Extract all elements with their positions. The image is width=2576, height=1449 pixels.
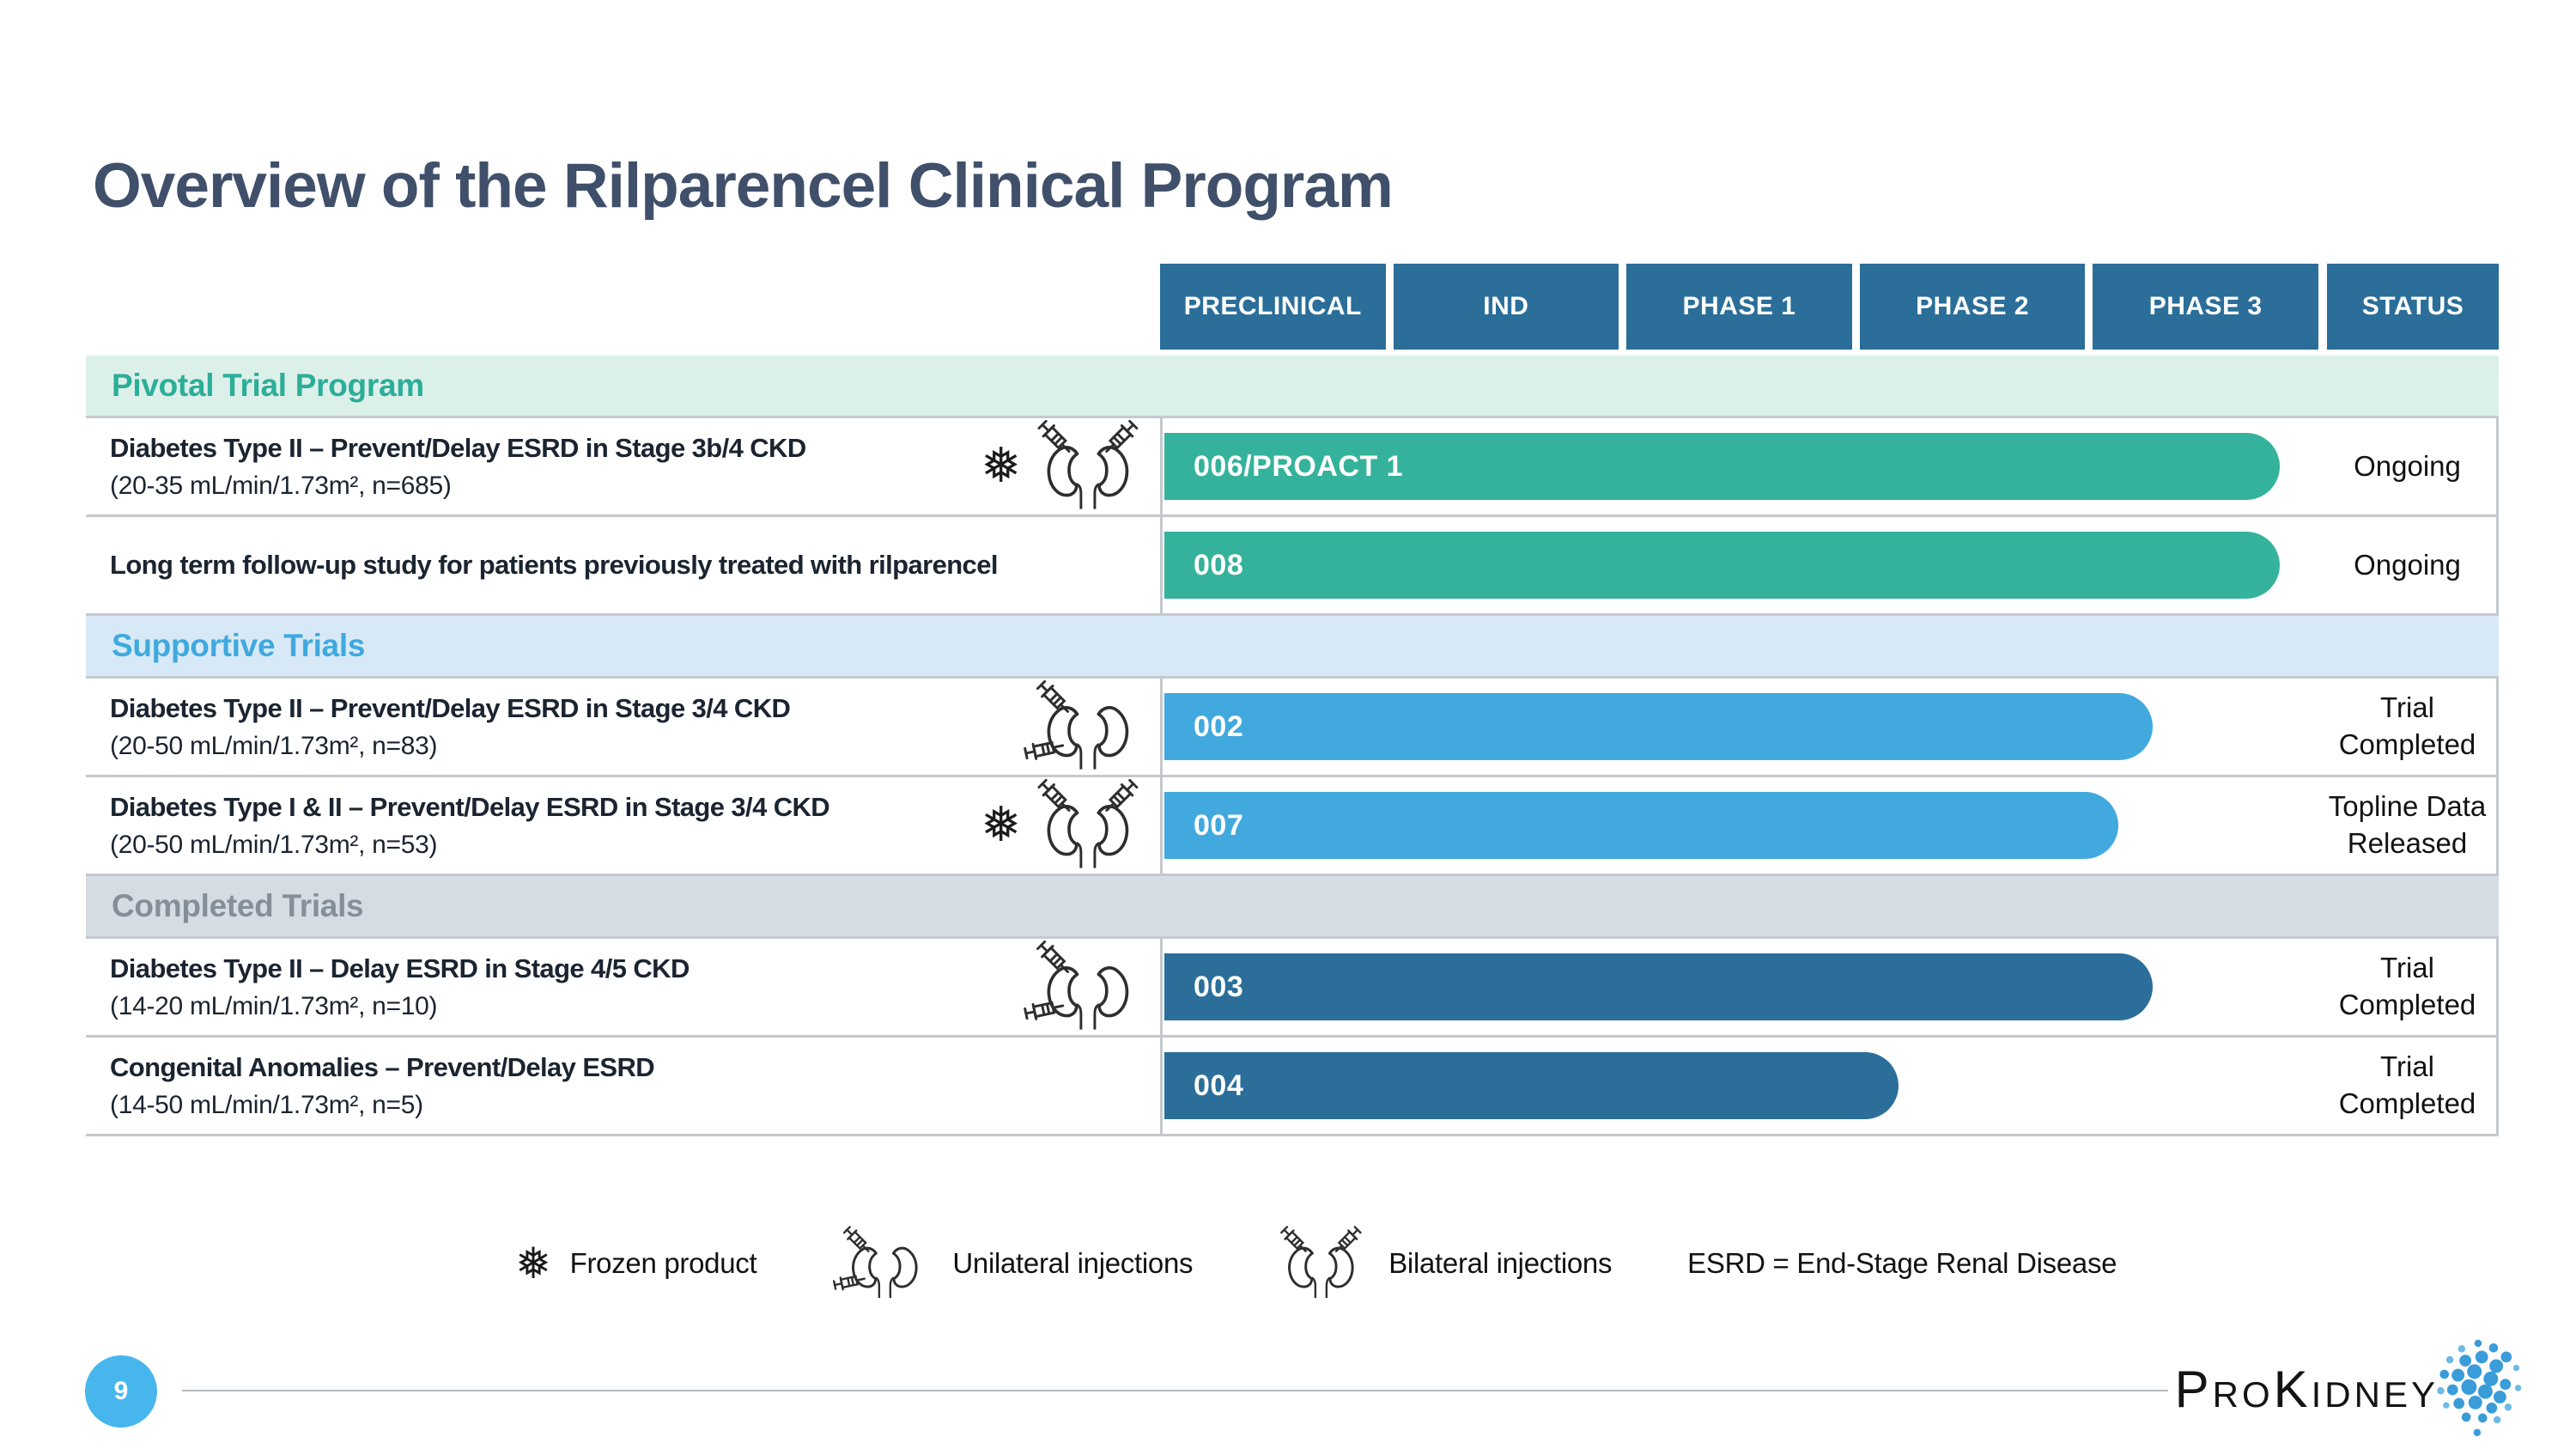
legend-label: Unilateral injections xyxy=(952,1247,1194,1279)
column-header-phase1: PHASE 1 xyxy=(1626,264,1852,350)
footer-divider xyxy=(182,1390,2499,1391)
phase-track: 008 xyxy=(1160,517,2318,613)
legend-item-unilateral: Unilateral injections xyxy=(832,1224,1194,1303)
column-header-phase2: PHASE 2 xyxy=(1859,264,2086,350)
trial-bar-label: 006/PROACT 1 xyxy=(1194,449,1404,483)
section-header-supportive: Supportive Trials xyxy=(86,616,2499,679)
phase-header-row: PRECLINICAL IND PHASE 1 PHASE 2 PHASE 3 … xyxy=(1160,264,2499,350)
trial-row-002: Diabetes Type II – Prevent/Delay ESRD in… xyxy=(86,679,2499,777)
trial-criteria: (14-50 mL/min/1.73m², n=5) xyxy=(110,1090,423,1119)
trial-row-003: Diabetes Type II – Delay ESRD in Stage 4… xyxy=(86,939,2499,1038)
phase-track: 004 xyxy=(1160,1038,2318,1134)
section-label: Completed Trials xyxy=(112,888,364,923)
legend-label: Frozen product xyxy=(569,1247,757,1279)
column-header-phase3: PHASE 3 xyxy=(2093,264,2318,350)
trial-bar: 006/PROACT 1 xyxy=(1164,433,2281,500)
trial-bar: 004 xyxy=(1164,1052,1899,1119)
trial-status: Trial Completed xyxy=(2318,1038,2499,1134)
trial-bar: 002 xyxy=(1164,693,2154,760)
trial-bar-label: 002 xyxy=(1194,709,1244,743)
trial-title: Congenital Anomalies – Prevent/Delay ESR… xyxy=(110,1051,655,1082)
phase-columns: PRECLINICAL IND PHASE 1 PHASE 2 PHASE 3 xyxy=(1160,264,2318,350)
trial-bar-label: 003 xyxy=(1194,970,1244,1003)
trial-row-008: Long term follow-up study for patients p… xyxy=(86,517,2499,616)
page-number-badge: 9 xyxy=(85,1355,157,1428)
trial-title: Diabetes Type I & II – Prevent/Delay ESR… xyxy=(110,791,830,822)
trial-criteria: (20-50 mL/min/1.73m², n=83) xyxy=(110,731,438,760)
column-header-ind: IND xyxy=(1393,264,1619,350)
legend-label: ESRD = End-Stage Renal Disease xyxy=(1687,1247,2117,1279)
trial-row-007: Diabetes Type I & II – Prevent/Delay ESR… xyxy=(86,777,2499,876)
phase-track: 006/PROACT 1 xyxy=(1160,418,2318,514)
page-title: Overview of the Rilparencel Clinical Pro… xyxy=(93,150,1394,221)
unilateral-injections-icon xyxy=(1023,939,1148,1035)
trial-title: Diabetes Type II – Delay ESRD in Stage 4… xyxy=(110,953,690,983)
trial-bar: 003 xyxy=(1164,953,2154,1020)
trial-criteria: (14-20 mL/min/1.73m², n=10) xyxy=(110,991,438,1020)
trial-icons: ❅ xyxy=(981,777,1160,874)
trial-status: Topline Data Released xyxy=(2318,777,2499,874)
section-header-completed: Completed Trials xyxy=(86,876,2499,939)
phase-track: 002 xyxy=(1160,679,2318,775)
trial-bar-label: 008 xyxy=(1194,548,1244,581)
legend-item-esrd-definition: ESRD = End-Stage Renal Disease xyxy=(1687,1247,2117,1280)
legend-item-frozen: ❅ Frozen product xyxy=(515,1239,757,1288)
trial-bar: 007 xyxy=(1164,792,2118,859)
trial-title: Diabetes Type II – Prevent/Delay ESRD in… xyxy=(110,432,806,463)
frozen-product-icon: ❅ xyxy=(981,797,1021,853)
section-header-pivotal: Pivotal Trial Program xyxy=(86,356,2499,418)
unilateral-injections-icon xyxy=(832,1224,933,1303)
trial-title: Long term follow-up study for patients p… xyxy=(110,550,998,580)
phase-track: 003 xyxy=(1160,939,2318,1035)
bilateral-injections-icon xyxy=(1268,1224,1370,1303)
trial-title: Diabetes Type II – Prevent/Delay ESRD in… xyxy=(110,692,791,723)
legend-item-bilateral: Bilateral injections xyxy=(1268,1224,1612,1303)
trial-row-006: Diabetes Type II – Prevent/Delay ESRD in… xyxy=(86,418,2499,517)
clinical-program-table: PRECLINICAL IND PHASE 1 PHASE 2 PHASE 3 … xyxy=(86,264,2499,1136)
trial-status: Trial Completed xyxy=(2318,939,2499,1035)
legend-label: Bilateral injections xyxy=(1388,1247,1613,1279)
section-label: Supportive Trials xyxy=(112,628,366,663)
column-header-status: STATUS xyxy=(2327,264,2499,350)
phase-track: 007 xyxy=(1160,777,2318,874)
legend: ❅ Frozen product Unilateral injections B… xyxy=(515,1224,2117,1303)
trial-row-004: Congenital Anomalies – Prevent/Delay ESR… xyxy=(86,1038,2499,1136)
column-header-preclinical: PRECLINICAL xyxy=(1160,264,1386,350)
frozen-product-icon: ❅ xyxy=(981,438,1021,494)
trial-bar: 008 xyxy=(1164,532,2281,599)
logo-dots-motif xyxy=(2437,1339,2522,1437)
trial-status: Ongoing xyxy=(2318,517,2499,613)
bilateral-injections-icon xyxy=(1023,418,1148,514)
section-label: Pivotal Trial Program xyxy=(112,368,424,403)
trial-icons: ❅ xyxy=(981,418,1160,514)
trial-bar-label: 004 xyxy=(1194,1068,1244,1102)
prokidney-logo: ProKidney xyxy=(2167,1336,2531,1441)
trial-status: Ongoing xyxy=(2318,418,2499,514)
trial-criteria: (20-50 mL/min/1.73m², n=53) xyxy=(110,830,438,859)
trial-criteria: (20-35 mL/min/1.73m², n=685) xyxy=(110,471,452,500)
trial-icons xyxy=(1023,939,1160,1035)
trial-bar-label: 007 xyxy=(1194,808,1244,842)
unilateral-injections-icon xyxy=(1023,679,1148,775)
frozen-product-icon: ❅ xyxy=(515,1239,551,1288)
trial-icons xyxy=(1023,679,1160,775)
prokidney-wordmark: ProKidney xyxy=(2174,1360,2439,1418)
bilateral-injections-icon xyxy=(1023,777,1148,874)
trial-status: Trial Completed xyxy=(2318,679,2499,775)
